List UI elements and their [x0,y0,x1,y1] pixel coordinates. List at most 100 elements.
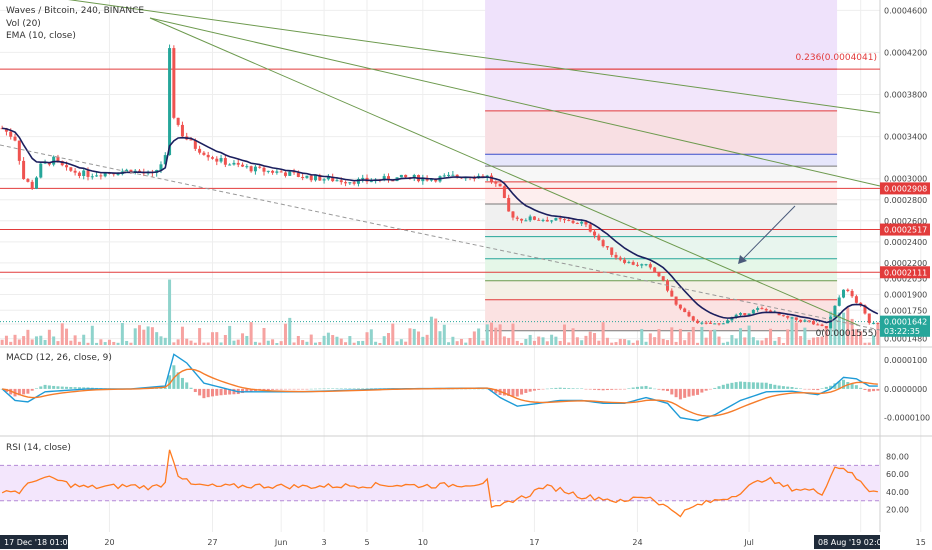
macd-histogram-bar [786,386,790,389]
trend-line [149,17,861,327]
macd-histogram-bar [82,387,86,389]
volume-bar [837,312,841,345]
volume-bar [541,337,545,345]
volume-bar [30,339,34,345]
price-tick-label: 0.0002400 [884,238,927,247]
volume-bar [65,328,69,345]
macd-histogram-bar [305,388,309,390]
macd-histogram-bar [202,388,206,399]
macd-histogram-bar [554,387,558,389]
volume-bar [807,339,811,345]
candle-body [588,224,592,232]
macd-histogram-bar [807,388,811,390]
candle-body [344,182,348,184]
candle-body [537,219,541,221]
time-badge-end: 08 Aug '19 02:00 [818,538,887,547]
volume-bar [223,335,227,345]
axes-layer: 0.0004600 0.0004200 0.0003800 0.0003400 0.00… [0,6,930,549]
volume-bar [258,342,262,345]
macd-histogram-bar [678,388,682,400]
candle-body [412,175,416,178]
volume-bar [322,335,326,345]
macd-histogram-bar [511,388,515,397]
volume-bar [198,328,202,345]
candle-body [614,254,618,258]
macd-histogram-bar [283,388,287,390]
volume-bar [271,339,275,345]
volume-bar [477,328,481,345]
candle-body [399,174,403,178]
candle-body [760,308,764,310]
macd-histogram-bar [811,388,815,390]
volume-bar [863,342,867,345]
candle-body [528,216,532,221]
candle-body [52,156,56,165]
price-badge-label: 0.0002517 [884,226,927,235]
macd-histogram-bar [803,388,807,390]
macd-histogram-bar [726,383,730,389]
volume-bar [361,340,365,345]
macd-histogram-bar [189,387,193,389]
fib-zone [485,69,838,111]
volume-bar [708,330,712,345]
volume-bar [515,340,519,345]
macd-histogram-bar [627,388,631,389]
price-tick-label: 0.0001480 [884,335,927,344]
volume-bar [769,328,773,345]
candle-body [472,177,476,179]
volume-bar [597,340,601,345]
volume-bar [279,341,283,345]
candle-body [4,128,8,132]
macd-histogram-bar [661,388,665,391]
macd-histogram-bar [601,388,605,391]
volume-bar [142,329,146,345]
fib-zone [485,0,838,70]
candle-body [726,320,730,324]
macd-histogram-bar [700,388,704,393]
volume-bar [305,341,309,345]
volume-bar [833,311,837,345]
volume-bar [610,342,614,345]
fib-zone [485,154,838,167]
macd-histogram-bar [232,388,236,395]
volume-bar [648,333,652,345]
candle-body [704,322,708,324]
macd-histogram-bar [562,387,566,389]
volume-bar [846,307,850,345]
candle-body [876,322,880,324]
macd-layer [0,353,880,422]
macd-histogram-bar [524,388,528,393]
volume-bar [507,337,511,345]
macd-line [1,353,878,422]
macd-histogram-bar [369,388,373,389]
fib-zone [485,181,838,204]
candle-body [717,323,721,325]
volume-bar [206,342,210,345]
candle-body [296,172,300,177]
macd-histogram-bar [206,388,210,398]
volume-bar [644,341,648,345]
candle-body [369,181,373,183]
volume-bar [447,342,451,345]
macd-histogram-bar [541,388,545,390]
volume-bar [490,322,494,345]
volume-bar [395,341,399,345]
macd-histogram-bar [648,387,652,389]
candle-body [73,170,77,173]
volume-bar [0,339,4,345]
volume-bar [253,341,257,345]
volume-bar [365,332,369,345]
volume-bar [296,335,300,345]
macd-histogram-bar [584,388,588,390]
candle-body [451,174,455,176]
macd-histogram-bar [86,387,90,389]
candle-body [803,320,807,322]
macd-histogram-bar [550,388,554,389]
volume-bar [459,338,463,345]
volume-bar [588,331,592,345]
volume-bar [275,342,279,345]
candle-body [176,117,180,125]
candle-body [597,235,601,241]
candle-body [790,317,794,319]
